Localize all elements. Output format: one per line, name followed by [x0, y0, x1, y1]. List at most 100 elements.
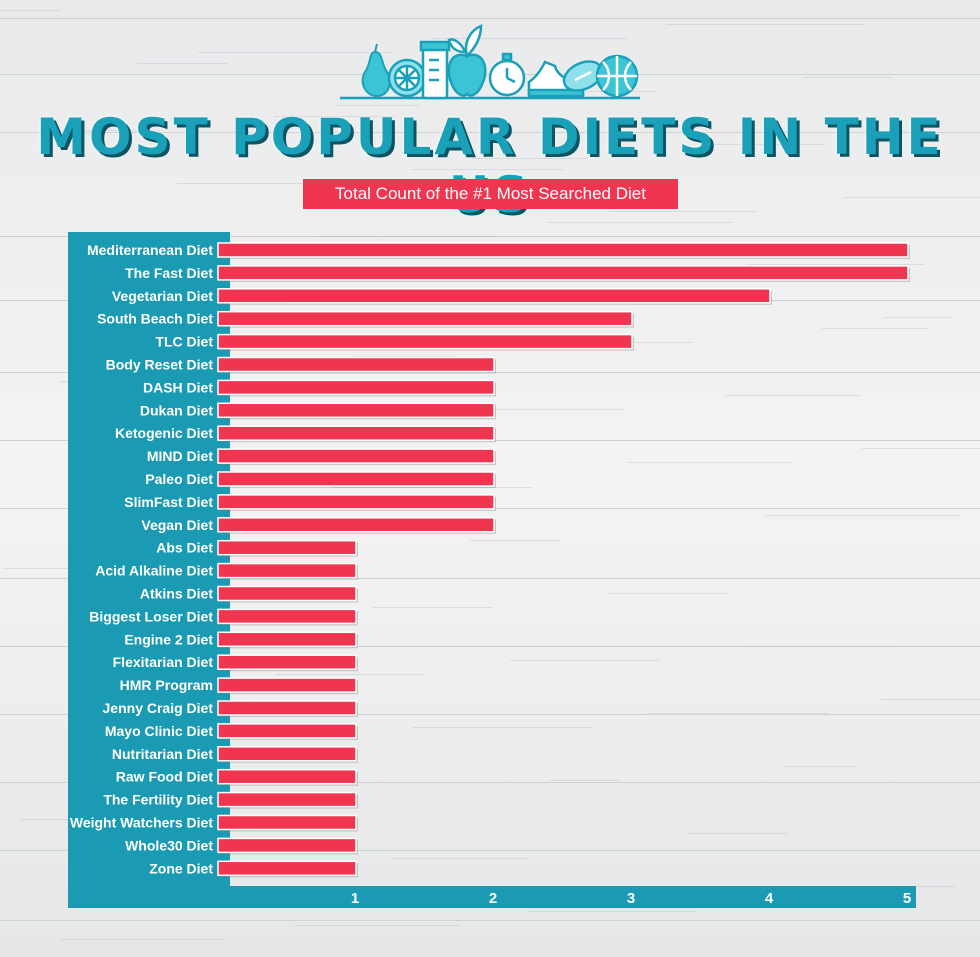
- wood-grain: [843, 197, 980, 198]
- wood-grain: [491, 409, 624, 410]
- wood-grain: [765, 515, 960, 516]
- plank-seam: [0, 646, 980, 647]
- bar: [217, 379, 495, 396]
- wood-grain: [274, 116, 396, 117]
- icon-strip: [340, 24, 640, 100]
- plank-seam: [0, 714, 980, 715]
- wood-grain: [432, 38, 628, 39]
- bar: [217, 585, 357, 602]
- x-tick-label: 2: [489, 890, 497, 907]
- category-label: Atkins Diet: [140, 586, 213, 602]
- category-label: HMR Program: [120, 677, 213, 693]
- wood-grain: [470, 540, 560, 541]
- wood-grain: [550, 780, 620, 781]
- wood-grain: [276, 674, 424, 675]
- bar: [217, 608, 357, 625]
- wood-grain: [40, 130, 160, 131]
- plank-seam: [0, 850, 980, 851]
- wood-grain: [881, 699, 980, 700]
- category-label: Paleo Diet: [145, 471, 213, 487]
- chart-panel: [68, 232, 230, 908]
- bar: [217, 631, 357, 648]
- category-label: Mayo Clinic Diet: [105, 723, 213, 739]
- wood-grain: [472, 158, 588, 159]
- bar: [217, 791, 357, 808]
- wood-grain: [609, 211, 756, 212]
- plank-seam: [0, 18, 980, 19]
- bar: [217, 356, 495, 373]
- plank-seam: [0, 920, 980, 921]
- wood-grain: [413, 727, 592, 728]
- wood-grain: [314, 236, 496, 237]
- wood-grain: [392, 858, 528, 859]
- wood-grain: [333, 487, 532, 488]
- wood-grain: [666, 24, 864, 25]
- bar: [217, 494, 495, 510]
- bar: [217, 562, 357, 579]
- category-label: Mediterranean Diet: [87, 242, 213, 258]
- x-tick-label: 3: [627, 890, 635, 907]
- category-label: Nutritarian Diet: [112, 746, 213, 762]
- wood-grain: [746, 264, 924, 265]
- category-label: SlimFast Diet: [124, 494, 213, 510]
- bar: [217, 814, 357, 831]
- x-axis-band: [68, 886, 916, 908]
- chart-subtitle: Total Count of the #1 Most Searched Diet: [303, 179, 678, 209]
- category-label: Acid Alkaline Diet: [95, 563, 213, 579]
- bar: [217, 265, 909, 281]
- category-label: Jenny Craig Diet: [103, 700, 214, 716]
- category-label: The Fertility Diet: [103, 792, 213, 808]
- wood-grain: [822, 328, 928, 329]
- bar: [217, 517, 495, 533]
- page-title: MOST POPULAR DIETS IN THE US: [36, 108, 944, 224]
- category-label: South Beach Diet: [97, 311, 213, 327]
- category-label: Raw Food Diet: [116, 769, 214, 785]
- bar: [217, 700, 357, 716]
- category-label: Whole30 Diet: [125, 837, 213, 853]
- wood-grain: [647, 713, 828, 714]
- bar: [217, 242, 909, 258]
- wood-grain: [725, 395, 860, 396]
- x-tick-label: 4: [765, 890, 774, 907]
- category-label: Body Reset Diet: [106, 357, 214, 373]
- plank-seam: [0, 372, 980, 373]
- bar: [217, 768, 357, 785]
- bar: [217, 837, 357, 854]
- wood-grain: [706, 144, 824, 145]
- bar: [217, 425, 495, 441]
- plank-seam: [0, 236, 980, 237]
- category-label: Ketogenic Diet: [115, 425, 213, 441]
- bar: [217, 746, 357, 762]
- bar: [217, 448, 495, 464]
- category-label: Zone Diet: [149, 860, 213, 876]
- wood-grain: [862, 448, 980, 449]
- category-label: Engine 2 Diet: [124, 631, 213, 647]
- x-tick-label: 1: [351, 890, 359, 907]
- wood-grain: [607, 593, 728, 594]
- wood-grain: [2, 568, 88, 569]
- plank-seam: [0, 132, 980, 133]
- wood-grain: [687, 833, 788, 834]
- category-label: Biggest Loser Diet: [89, 608, 213, 624]
- wood-grain: [137, 63, 228, 64]
- category-label: Flexitarian Diet: [113, 654, 214, 670]
- category-label: Vegetarian Diet: [112, 288, 213, 304]
- wood-grain: [373, 607, 492, 608]
- bar: [217, 654, 357, 670]
- bar: [217, 539, 357, 556]
- apple-icon: [447, 24, 487, 97]
- plank-seam: [0, 578, 980, 579]
- wood-grain: [510, 660, 660, 661]
- wood-grain: [883, 317, 952, 318]
- wood-grain: [588, 342, 692, 343]
- wood-grain: [803, 77, 892, 78]
- category-label: MIND Diet: [147, 448, 213, 464]
- category-label: TLC Diet: [155, 334, 213, 350]
- category-label: DASH Diet: [143, 379, 213, 395]
- wood-grain: [744, 646, 896, 647]
- wood-grain: [177, 183, 328, 184]
- wood-grain: [295, 925, 460, 926]
- wood-grain: [411, 169, 564, 170]
